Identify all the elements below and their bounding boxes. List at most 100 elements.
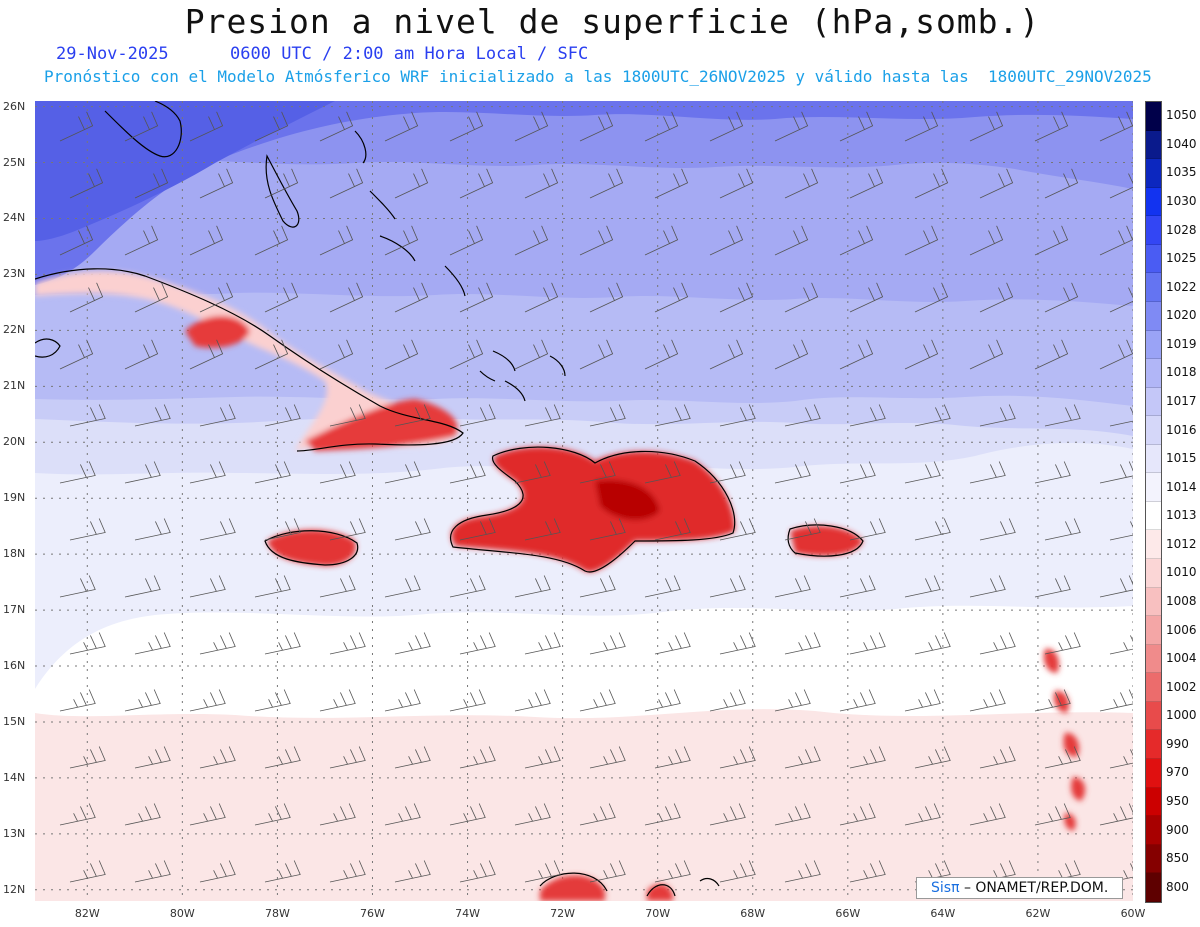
- wind-barb: [449, 225, 484, 256]
- pressure-map: [35, 101, 1133, 901]
- colorbar-segment: [1146, 501, 1161, 531]
- wind-barb: [199, 282, 234, 313]
- wind-barb: [524, 632, 561, 655]
- wind-barb: [394, 746, 431, 769]
- wind-barb: [1099, 461, 1133, 484]
- wind-barb: [654, 632, 691, 655]
- wind-barb: [1099, 339, 1133, 370]
- wind-barb: [774, 803, 811, 826]
- wind-barb: [329, 168, 364, 199]
- wind-barb: [644, 689, 681, 712]
- wind-barb: [969, 803, 1006, 826]
- wind-barb: [524, 746, 561, 769]
- wind-barb: [969, 575, 1006, 598]
- wind-barb: [904, 225, 939, 256]
- wind-barb: [59, 339, 94, 370]
- colorbar-segment: [1146, 444, 1161, 474]
- wind-barb: [579, 575, 616, 598]
- colorbar-segment: [1146, 673, 1161, 702]
- colorbar-label: 1015: [1166, 451, 1197, 466]
- wind-barb: [264, 518, 301, 541]
- wind-barb: [524, 518, 561, 541]
- wind-barb: [1099, 575, 1133, 598]
- wind-barb: [459, 168, 494, 199]
- wind-barb: [59, 461, 96, 484]
- wind-barb: [914, 632, 951, 655]
- colorbar-segment: [1146, 873, 1161, 902]
- colorbar-segment: [1146, 187, 1161, 217]
- lat-label: 26N: [3, 99, 26, 113]
- wind-barb: [839, 803, 876, 826]
- wind-barb: [914, 404, 951, 427]
- wind-barb: [774, 111, 809, 142]
- wind-barb: [459, 632, 496, 655]
- wind-barb: [59, 689, 96, 712]
- wind-barb: [1034, 575, 1071, 598]
- wind-barb: [124, 111, 159, 142]
- wind-barb: [904, 461, 941, 484]
- wind-barb: [914, 518, 951, 541]
- wind-barb: [849, 518, 886, 541]
- colorbar-label: 1012: [1166, 536, 1197, 551]
- wind-barb: [394, 404, 431, 427]
- lat-label: 15N: [3, 714, 26, 728]
- wind-barb: [384, 461, 421, 484]
- lon-label: 74W: [455, 907, 480, 920]
- puerto-rico-coast: [787, 524, 864, 557]
- wind-barb: [904, 111, 939, 142]
- wind-barb: [914, 168, 949, 199]
- wind-barb: [1034, 225, 1069, 256]
- wind-barb: [384, 803, 421, 826]
- lon-label: 66W: [835, 907, 861, 920]
- wind-barb: [1034, 339, 1069, 370]
- wind-barb: [1099, 689, 1133, 712]
- wind-barb: [459, 282, 494, 313]
- wind-barb: [849, 632, 886, 655]
- wind-barb: [1109, 635, 1133, 655]
- colorbar-segment: [1146, 644, 1161, 674]
- wind-barb: [524, 282, 559, 313]
- wind-barb: [849, 746, 886, 769]
- wind-barb: [654, 404, 691, 427]
- wind-barb: [579, 225, 614, 256]
- venezuela-low: [540, 875, 673, 901]
- wind-barb: [784, 860, 821, 883]
- colorbar-segment: [1146, 701, 1161, 731]
- wind-barb: [589, 746, 626, 769]
- wind-barb: [784, 518, 821, 541]
- wind-barb: [654, 860, 691, 883]
- wind-barb: [394, 168, 429, 199]
- valid-time-label: 0600 UTC / 2:00 am Hora Local / SFC: [230, 44, 589, 64]
- lat-label: 22N: [3, 323, 26, 337]
- venezuela-coast: [539, 872, 720, 897]
- wind-barb: [264, 746, 301, 769]
- colorbar-segment: [1146, 559, 1161, 588]
- wind-barb: [394, 632, 431, 655]
- wind-barb: [1044, 632, 1081, 655]
- lesser-antilles-low: [1043, 648, 1086, 831]
- lon-label: 70W: [645, 907, 671, 920]
- lon-label: 82W: [74, 907, 100, 920]
- wind-barb: [134, 404, 171, 427]
- wind-barb: [914, 282, 949, 313]
- wind-barb: [264, 168, 299, 199]
- wind-barb: [199, 168, 234, 199]
- wind-barb: [969, 339, 1004, 370]
- wind-barb: [189, 575, 226, 598]
- wind-barb: [839, 225, 874, 256]
- wind-barb: [719, 282, 754, 313]
- wind-barb: [264, 404, 301, 427]
- wind-barb: [839, 689, 876, 712]
- wind-barb: [329, 404, 366, 427]
- coastlines: [35, 101, 864, 897]
- wind-barb: [1099, 111, 1133, 142]
- lat-label: 18N: [3, 547, 26, 561]
- wind-barb: [449, 689, 486, 712]
- wind-barb: [579, 339, 614, 370]
- wind-barb: [579, 461, 616, 484]
- wind-barb: [709, 689, 746, 712]
- colorbar-segment: [1146, 359, 1161, 388]
- colorbar-segment: [1146, 244, 1161, 274]
- colorbar-label: 1004: [1166, 651, 1197, 666]
- wind-barb: [979, 404, 1016, 427]
